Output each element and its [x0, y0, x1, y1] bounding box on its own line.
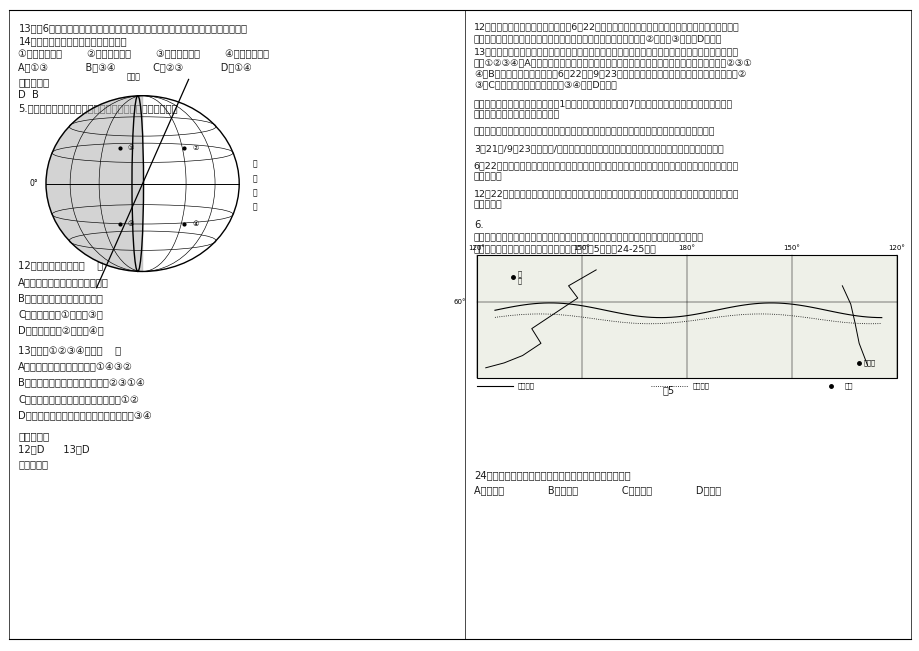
Text: 120°: 120°: [888, 245, 904, 251]
Text: A．白昼长度由长到短依次是①④③②: A．白昼长度由长到短依次是①④③②: [18, 361, 133, 371]
Text: 图5: 图5: [662, 385, 674, 395]
Text: ②: ②: [192, 145, 199, 151]
Text: ③，C错；正午太阳高度增大的有③④。选D正确。: ③，C错；正午太阳高度增大的有③④。选D正确。: [473, 80, 616, 89]
Text: ①: ①: [128, 145, 134, 151]
Text: C．自转角速度①地大于③地: C．自转角速度①地大于③地: [18, 309, 103, 319]
Text: 白令海峡是亚欧大陆与北美大陆相距最近处，如果在这里修建一条铁路同原有铁路连通，可: 白令海峡是亚欧大陆与北美大陆相距最近处，如果在这里修建一条铁路同原有铁路连通，可: [473, 233, 703, 242]
Text: 3月21日/9月23日，是春/秋分，太阳直射赤道，全球昼夜平分，正午太阳高度最大在赤道。: 3月21日/9月23日，是春/秋分，太阳直射赤道，全球昼夜平分，正午太阳高度最大…: [473, 145, 722, 154]
Text: 6月22日，夏至，太阳直射北回归线，北半球各地昼长夜短，且纬度越高昼越越长；北回归线正午太阳: 6月22日，夏至，太阳直射北回归线，北半球各地昼长夜短，且纬度越高昼越越长；北回…: [473, 161, 738, 171]
Text: 12题：图示北极圈以北出现极昼，是6月22日前后，地球位于公转轨道的远日点附近；公转速度渐渐: 12题：图示北极圈以北出现极昼，是6月22日前后，地球位于公转轨道的远日点附近；…: [473, 23, 739, 32]
Text: 0°: 0°: [29, 179, 39, 188]
Text: 阳: 阳: [253, 174, 257, 183]
Text: 光: 光: [253, 188, 257, 197]
Text: 12月22日，冬至，太阳直射南回归线，南半球各地昼长夜短，且纬度越高昼越长；南回归线正午太阳: 12月22日，冬至，太阳直射南回归线，南半球各地昼长夜短，且纬度越高昼越长；南回…: [473, 189, 739, 199]
Text: 已有铁路: 已有铁路: [517, 383, 534, 389]
Text: A．针叶林              B．阔叶林              C．半荒漠              D．苔原: A．针叶林 B．阔叶林 C．半荒漠 D．苔原: [473, 485, 720, 495]
Text: A．在公转轨道上位于近日点附近: A．在公转轨道上位于近日点附近: [18, 277, 109, 286]
Text: 相等，线速度由赤道向两极递减。: 相等，线速度由赤道向两极递减。: [473, 110, 560, 119]
Text: 参考答案：: 参考答案：: [18, 431, 50, 441]
Text: ③: ③: [128, 221, 134, 227]
Text: 180°: 180°: [677, 245, 695, 251]
Text: 城市: 城市: [844, 383, 852, 389]
Text: 设想铁路: 设想铁路: [692, 383, 709, 389]
Text: ④: ④: [192, 221, 199, 227]
Text: 12．如图所示，地球（    ）: 12．如图所示，地球（ ）: [18, 260, 104, 270]
Text: 洛杉矶: 洛杉矶: [863, 359, 875, 367]
Text: 以为两大陆提供一条便捷的陆上交通通道。读图5，回答24-25题。: 以为两大陆提供一条便捷的陆上交通通道。读图5，回答24-25题。: [473, 244, 656, 253]
Text: C．该日后三个月内白昼逐渐变长的有①②: C．该日后三个月内白昼逐渐变长的有①②: [18, 394, 139, 404]
Text: B．公转速度在该日后逐渐变快: B．公转速度在该日后逐渐变快: [18, 293, 103, 303]
Text: 5.右图为某日太阳照射地球示意图，读图，完成下列各题。: 5.右图为某日太阳照射地球示意图，读图，完成下列各题。: [18, 103, 178, 113]
Text: 晨昏线: 晨昏线: [126, 72, 141, 81]
Text: 12．D      13．D: 12．D 13．D: [18, 444, 90, 454]
Text: 太阳直射哪个半球，哪个半球的昼长夜短；正午太阳高度是由直射点所在纬度向南北两侧递减。: 太阳直射哪个半球，哪个半球的昼长夜短；正午太阳高度是由直射点所在纬度向南北两侧递…: [473, 128, 715, 137]
Text: 120°: 120°: [468, 245, 484, 251]
Text: ④，B错；该日后三个月内即是6月22日到9月23日间，太阳直射点南移到赤道，白昼逐渐变长的②: ④，B错；该日后三个月内即是6月22日到9月23日间，太阳直射点南移到赤道，白昼…: [473, 69, 745, 78]
Text: 150°: 150°: [783, 245, 800, 251]
Text: 13．图6是我国东部地区某城市功能区分布示意图，从环保角度考虑，其中合理的是: 13．图6是我国东部地区某城市功能区分布示意图，从环保角度考虑，其中合理的是: [18, 23, 247, 33]
Text: ①靠近交通干道        ②拓展城市范围        ③降低生产成本        ④保护城市环境: ①靠近交通干道 ②拓展城市范围 ③降低生产成本 ④保护城市环境: [18, 49, 269, 59]
Text: 线: 线: [253, 202, 257, 212]
Text: D．自转线速度②地大于④地: D．自转线速度②地大于④地: [18, 326, 104, 335]
Text: A．①③            B．③④            C．②③            D．①④: A．①③ B．③④ C．②③ D．①④: [18, 62, 252, 72]
Text: 高度最大。: 高度最大。: [473, 173, 502, 182]
Text: D．该日后三个月内正午太阳高度增大的有③④: D．该日后三个月内正午太阳高度增大的有③④: [18, 410, 152, 420]
Text: 150°: 150°: [573, 245, 589, 251]
Text: 60°: 60°: [452, 299, 465, 305]
Text: 【知识拓展】公转轨道的近日点是1月初，速度快；远日点是7月初，速度慢；地球自转的角速度各地: 【知识拓展】公转轨道的近日点是1月初，速度快；远日点是7月初，速度慢；地球自转的…: [473, 99, 732, 108]
Text: 北
京: 北 京: [517, 270, 521, 284]
Text: 高度最大。: 高度最大。: [473, 201, 502, 210]
Text: 太: 太: [253, 159, 257, 169]
Text: 6.: 6.: [473, 220, 482, 230]
Text: 慢；地球自转的角速度各地相等；自转的线速度由赤道向两极逐减。②地大于③地。选D正确。: 慢；地球自转的角速度各地相等；自转的线速度由赤道向两极逐减。②地大于③地。选D正…: [473, 34, 721, 43]
Bar: [476, 255, 896, 378]
Text: 试题分析：: 试题分析：: [18, 459, 49, 469]
Text: 13题：图示北半球的夏至，北半球各地纬度越高昼越长，南半球各地纬度越高昼越短，白昼由长到短依: 13题：图示北半球的夏至，北半球各地纬度越高昼越长，南半球各地纬度越高昼越短，白…: [473, 47, 738, 56]
Text: 24．从北京到洛杉矶铁路沿线，占绝对优势的自然景观是: 24．从北京到洛杉矶铁路沿线，占绝对优势的自然景观是: [473, 470, 630, 480]
Text: B．正午太阳高度由高到低依次是②③①④: B．正午太阳高度由高到低依次是②③①④: [18, 378, 145, 387]
Text: 14．城市工业区不断向市外移动是为了: 14．城市工业区不断向市外移动是为了: [18, 36, 127, 46]
Text: 13．图中①②③④四地（    ）: 13．图中①②③④四地（ ）: [18, 345, 121, 355]
Text: D  B: D B: [18, 90, 40, 100]
Text: 次是①②③④，A错；正午太阳高度由长图归线向南北两侧递减，正午太阳高度由高到低依次是②③①: 次是①②③④，A错；正午太阳高度由长图归线向南北两侧递减，正午太阳高度由高到低依…: [473, 58, 752, 67]
Polygon shape: [46, 96, 142, 271]
Text: 参考答案：: 参考答案：: [18, 77, 50, 87]
